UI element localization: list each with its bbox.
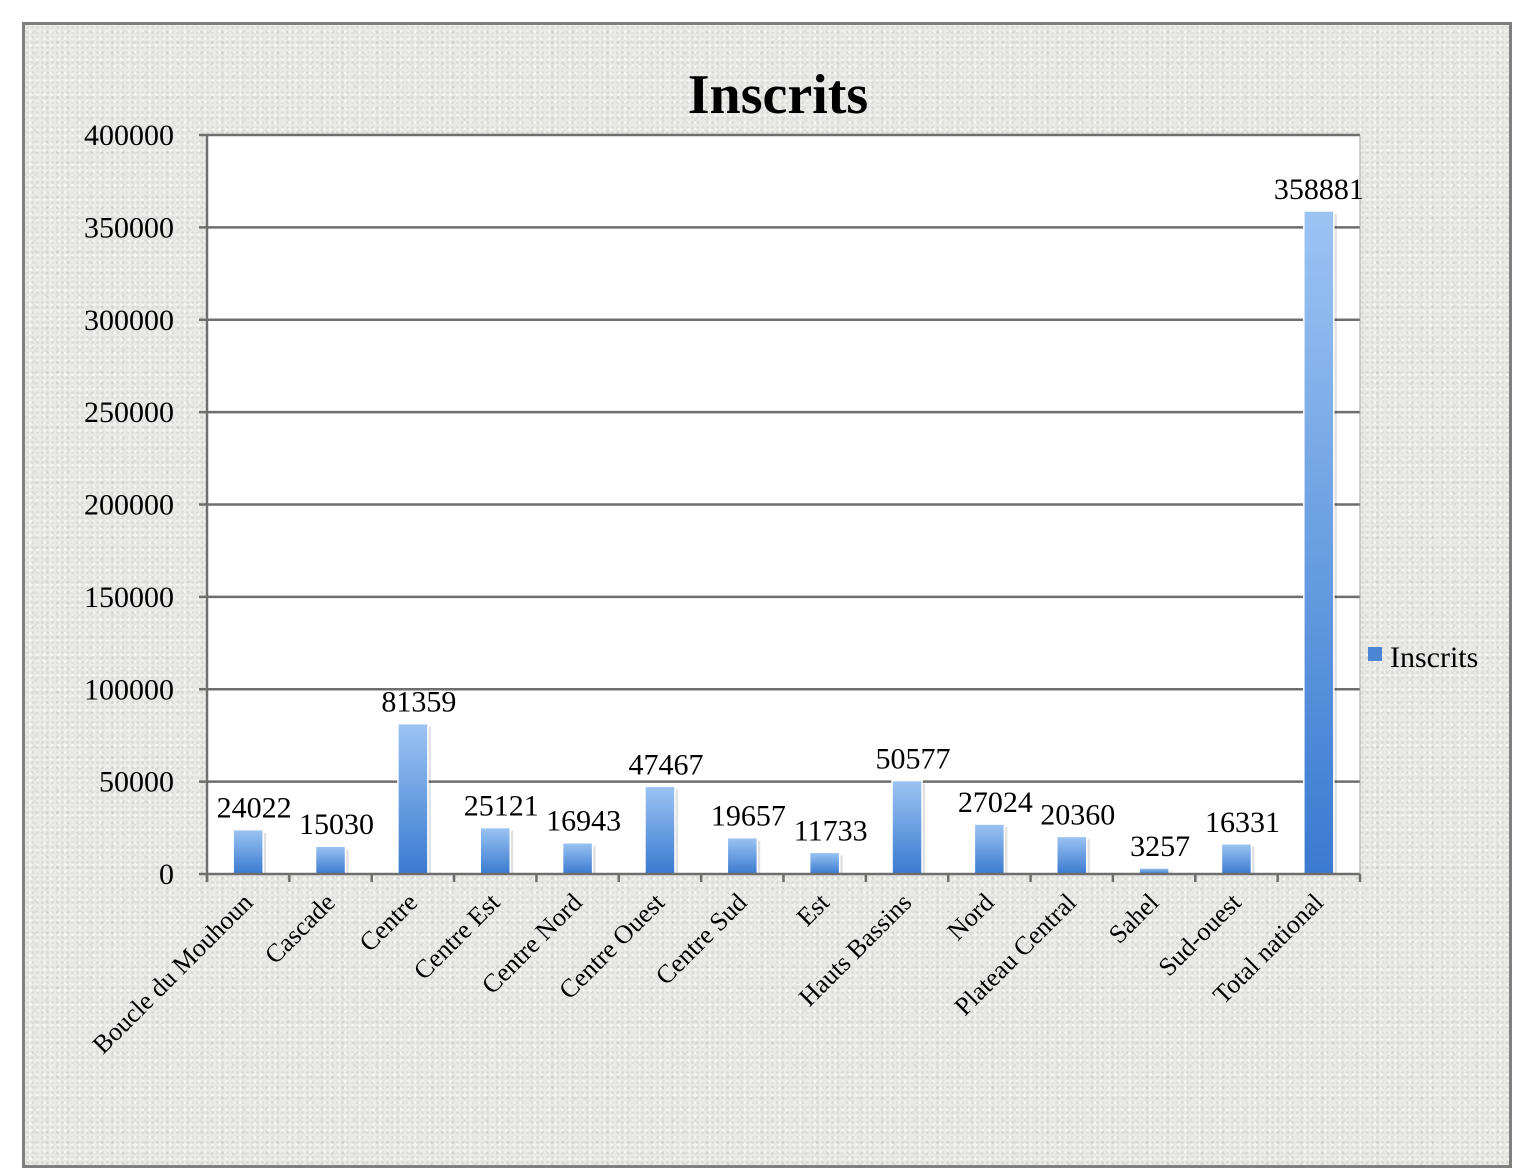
data-label: 15030 [299,808,374,841]
data-label: 20360 [1040,798,1115,831]
y-tick-label: 100000 [84,673,174,706]
bar [808,851,841,875]
bars [232,210,1337,875]
legend-label: Inscrits [1390,641,1478,674]
bar [891,779,923,875]
y-tick-label: 350000 [84,211,174,244]
data-label: 25121 [464,790,539,823]
data-label: 11733 [794,814,868,847]
axes [199,133,1362,882]
y-tick-label: 0 [159,858,174,891]
bar [644,785,676,875]
category-label: Centre Sud [650,888,753,991]
bar [561,841,594,875]
data-label: 27024 [958,786,1033,819]
data-label: 19657 [711,800,786,833]
bar [1056,835,1088,875]
y-tick-label: 150000 [84,581,174,614]
data-label: 16331 [1205,806,1280,839]
category-label: Boucle du Mouhoun [87,888,259,1060]
bar [232,828,264,875]
data-label: 16943 [546,805,621,838]
bar [1303,210,1335,875]
y-tick-label: 300000 [84,304,174,337]
data-label: 358881 [1274,173,1364,206]
y-tick-label: 250000 [84,396,174,429]
y-tick-label: 50000 [99,766,174,799]
bar [726,836,759,875]
category-label: Centre [354,888,424,958]
bar [397,722,429,875]
bar [1220,843,1253,875]
bar [973,823,1006,875]
y-tick-label: 200000 [84,489,174,522]
data-label: 3257 [1130,830,1190,863]
legend: Inscrits [1368,641,1478,674]
chart-title: Inscrits [688,64,868,126]
data-label: 24022 [217,792,292,825]
gridlines [207,133,1360,783]
category-label: Cascade [259,888,341,970]
category-label: Est [791,887,836,932]
bar [314,845,347,875]
category-label: Sahel [1103,888,1164,949]
legend-swatch [1368,647,1382,661]
data-label: 81359 [381,686,456,719]
data-label: 50577 [876,743,951,776]
category-label: Nord [941,888,999,946]
y-tick-label: 400000 [84,119,174,152]
data-label: 47467 [628,748,703,781]
bar [479,826,511,875]
